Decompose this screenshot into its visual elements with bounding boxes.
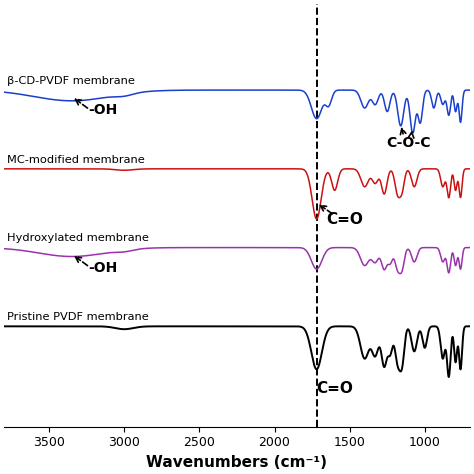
Text: Pristine PVDF membrane: Pristine PVDF membrane bbox=[7, 312, 149, 322]
X-axis label: Wavenumbers (cm⁻¹): Wavenumbers (cm⁻¹) bbox=[146, 455, 328, 470]
Text: C=O: C=O bbox=[327, 212, 364, 228]
Text: C=O: C=O bbox=[316, 381, 353, 395]
Text: Hydroxylated membrane: Hydroxylated membrane bbox=[7, 233, 149, 243]
Text: -OH: -OH bbox=[89, 103, 118, 118]
Text: -OH: -OH bbox=[89, 261, 118, 275]
Text: β-CD-PVDF membrane: β-CD-PVDF membrane bbox=[7, 76, 135, 86]
Text: MC-modified membrane: MC-modified membrane bbox=[7, 155, 145, 164]
Text: C-O-C: C-O-C bbox=[386, 137, 430, 150]
